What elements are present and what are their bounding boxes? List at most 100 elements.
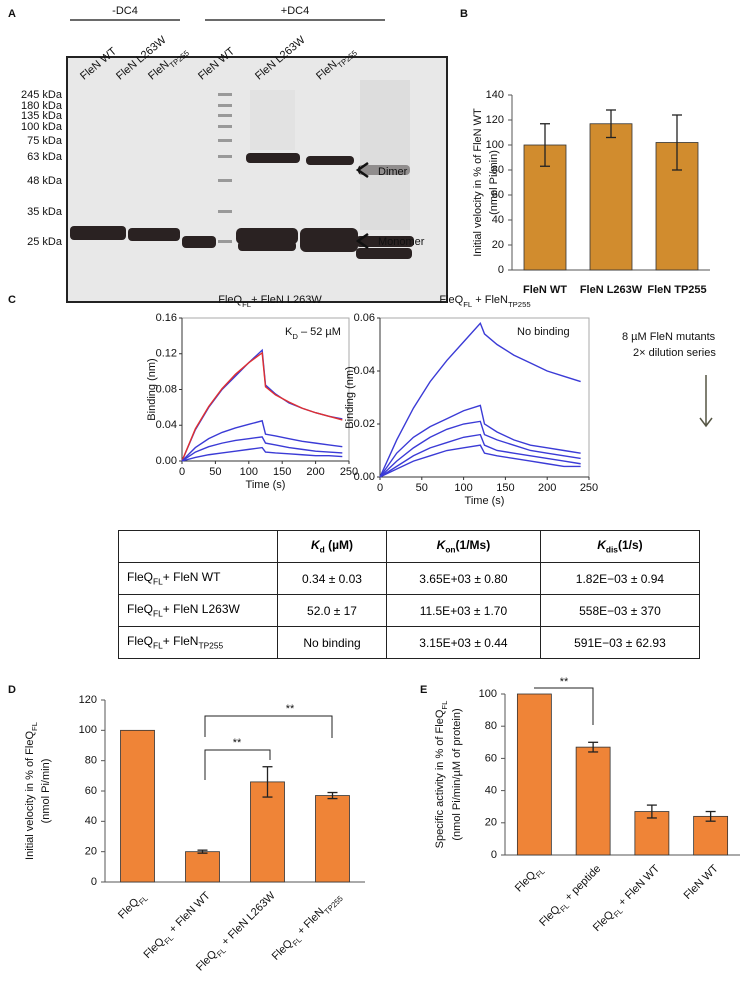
text-part: K [436,538,446,553]
series-line [379,420,581,478]
y-tick-label: 0.08 [156,383,177,395]
x-tick-label: FleQFL [116,889,150,923]
text-part: FL [153,608,163,619]
y-tick-label: 0.00 [354,471,375,483]
chart-title: FleQFL+ FleN L263W [218,294,322,309]
text-part: 1.82E−03 ± 0.94 [575,571,665,586]
gel-annotation: Dimer [378,166,408,178]
text-part: K [310,538,320,553]
series-line [181,348,343,462]
series-line [379,444,581,478]
gel-annotation: Monomer [378,236,425,248]
y-tick-label: 60 [485,752,497,764]
x-tick-label: FleN WT [682,862,721,901]
text-part: dis [605,544,618,555]
y-tick-label: 100 [486,139,504,151]
y-axis-label: (nmol Pi/min) [488,150,500,215]
x-tick-label: FleQFL + FleN WT [591,862,664,935]
y-tick-label: 0 [91,876,97,888]
text-part: FL [30,721,39,731]
text-part: + FleN L263W [162,602,240,617]
text-part: + FleN [472,294,508,306]
x-tick-label: FleQFL + FleNTP255 [270,890,345,965]
panel-label: E [420,684,427,696]
significance-bracket [204,749,271,780]
y-axis-label: Specific activity in % of FleQFL [434,700,449,848]
y-tick-label: 40 [492,214,504,226]
y-tick-label: 80 [485,720,497,732]
x-tick-label: 150 [496,482,514,494]
y-tick-label: 40 [85,815,97,827]
text-part: D [292,332,298,341]
marker-label: 75 kDa [27,135,63,147]
text-part: + FleN L263W [217,889,278,950]
marker-label: 245 kDa [21,89,63,101]
y-axis-label: (nmol Pi/min) [40,759,52,824]
bar [120,729,155,883]
series-line [181,419,343,462]
y-axis-label: Initial velocity in % of FleN WT [472,108,484,257]
marker-label: 25 kDa [27,236,63,248]
marker-label: 35 kDa [27,206,63,218]
series-line [181,446,343,462]
text-part: + FleN [162,634,199,649]
x-axis-label: Time (s) [465,495,505,507]
x-tick-label: FleN WT [523,284,567,296]
x-tick-label: 0 [179,466,185,478]
text-part: No binding [303,635,361,650]
x-tick-label: 200 [538,482,556,494]
text-part: (µM) [324,538,354,553]
text-part: FleQ [127,634,154,649]
gel-image [66,19,448,303]
text-part: + FleN L263W [251,294,322,306]
text-part: FleQ [127,570,154,585]
kinetics-table: Kd (µM) Kon(1/Ms) Kdis(1/s) FleQFL+ FleN WT… [118,530,701,659]
y-tick-label: 60 [492,189,504,201]
y-tick-label: 120 [79,694,97,706]
bar [516,693,552,856]
gel-group-label: -DC4 [112,5,138,17]
text-part: 558E−03 ± 370 [579,603,661,618]
chart-title: FleQFL + FleNTP255 [439,294,530,309]
marker-label: 135 kDa [21,110,63,122]
text-part: FL [463,300,473,309]
text-part: (1/s) [617,538,643,553]
significance-bracket [204,715,333,738]
text-part: 591E−03 ± 62.93 [574,635,666,650]
marker-label: 100 kDa [21,121,63,133]
text-part: – 52 µM [298,326,341,338]
bar [634,811,670,856]
significance-bracket [534,687,594,725]
x-axis-label: Time (s) [246,479,286,491]
binding-note: 2× dilution series [633,347,716,359]
text-part: + FleN [293,906,327,940]
text-part: FleQ [218,294,242,306]
panel-label: D [8,684,16,696]
text-part: d [319,544,325,555]
bar [693,815,729,856]
text-part: K [597,538,606,553]
y-tick-label: 80 [492,164,504,176]
binding-note: 8 µM FleN mutants [622,331,716,343]
x-tick-label: 100 [454,482,472,494]
y-tick-label: 0.16 [156,312,177,324]
y-tick-label: 20 [485,817,497,829]
y-tick-label: 80 [85,755,97,767]
y-tick-label: 0 [491,849,497,861]
x-tick-label: FleQFL + FleN WT [141,889,214,962]
bar [315,795,350,883]
x-tick-label: 0 [377,482,383,494]
marker-label: 63 kDa [27,151,63,163]
text-part: Specific activity in % of FleQ [434,709,446,848]
x-tick-label: 50 [209,466,221,478]
chart-annotation: No binding [517,326,570,338]
y-tick-label: 0.04 [354,365,375,377]
series-line [181,436,343,462]
bar [575,746,611,856]
x-tick-label: 100 [240,466,258,478]
text-part: 3.65E+03 ± 0.80 [419,571,508,586]
text-part: TP255 [322,894,344,916]
y-tick-label: 0 [498,264,504,276]
marker-label: 180 kDa [21,100,63,112]
y-tick-label: 100 [79,724,97,736]
